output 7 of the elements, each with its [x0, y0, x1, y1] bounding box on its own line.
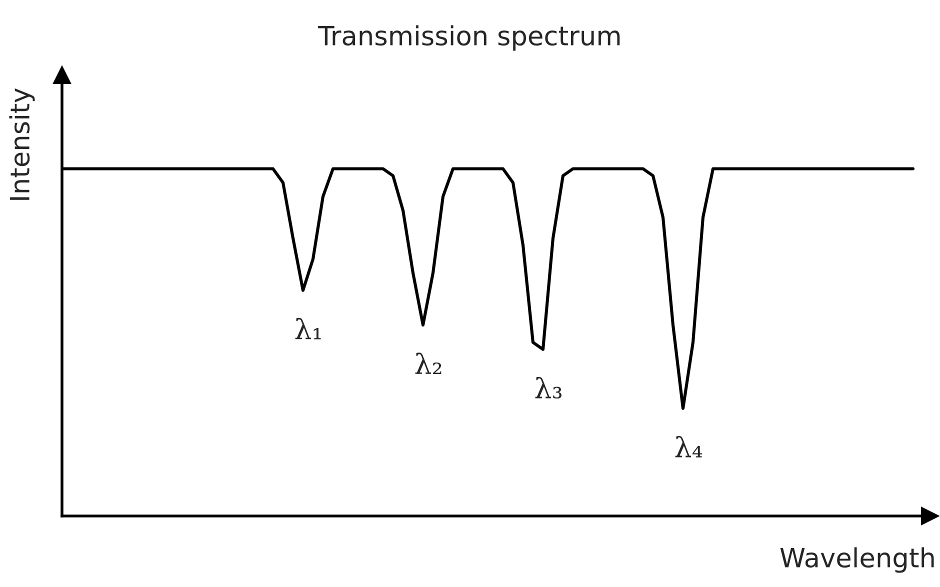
y-axis-title: Intensity [9, 88, 35, 200]
x-axis-title: Wavelength [780, 547, 934, 573]
annotation: λ₄ [675, 436, 702, 458]
annotation: λ₁ [295, 318, 321, 340]
chart-title: Transmission spectrum [318, 25, 620, 51]
annotation: λ₃ [535, 376, 562, 399]
annotation: λ₂ [415, 352, 442, 374]
